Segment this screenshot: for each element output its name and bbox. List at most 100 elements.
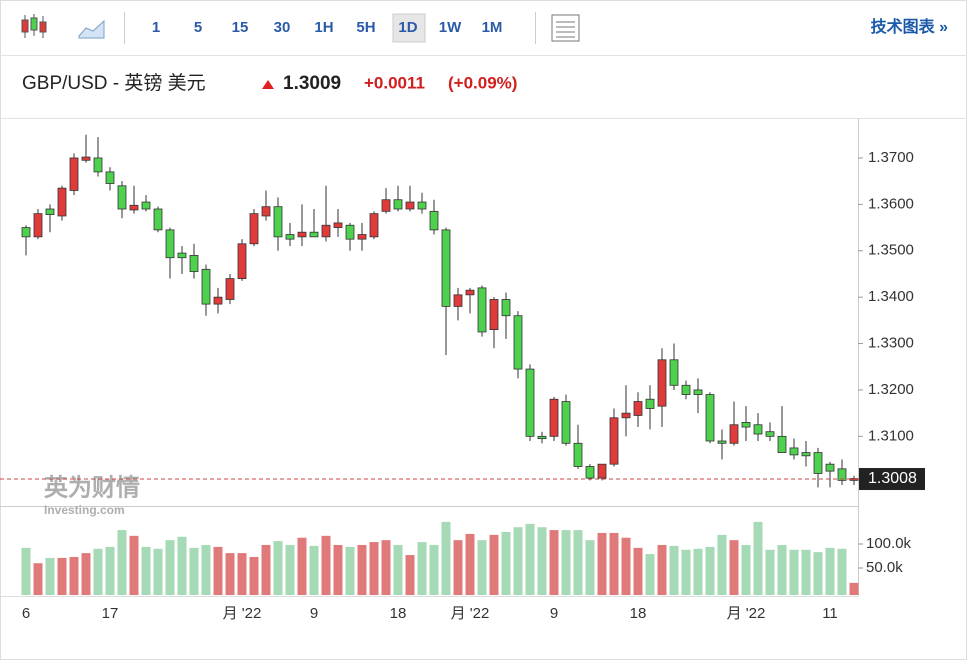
candle-body [57, 187, 67, 217]
interval-button[interactable]: 1D [398, 19, 417, 36]
volume-bar [705, 546, 715, 595]
x-tick-label: 月 '22 [727, 605, 766, 622]
candle-body [489, 299, 499, 331]
interval-button[interactable]: 1M [482, 19, 503, 36]
candle-body [441, 229, 451, 307]
table-icon[interactable] [551, 14, 580, 42]
candle-body [285, 234, 295, 240]
candle-body [621, 412, 631, 419]
x-tick-label: 9 [310, 605, 318, 622]
y-tick-label: 1.3600 [868, 195, 914, 212]
candle-body [309, 231, 319, 238]
candle-body [189, 254, 199, 273]
volume-bar [717, 534, 727, 595]
volume-bar [537, 527, 547, 595]
volume-bar [585, 540, 595, 595]
volume-bar [321, 535, 331, 595]
candle-body [141, 201, 151, 210]
volume-tick-label: 50.0k [866, 559, 903, 576]
volume-bar [525, 523, 535, 595]
volume-bar [165, 540, 175, 595]
candle-body [681, 384, 691, 395]
candle-body [777, 435, 787, 453]
candle-body [261, 206, 271, 217]
candle-body [513, 315, 523, 370]
candle-body [237, 243, 247, 279]
candle-body [153, 208, 163, 231]
candle-body [597, 463, 607, 479]
volume-bar [417, 542, 427, 595]
x-tick-label: 11 [822, 605, 838, 622]
volume-tick-label: 100.0k [866, 535, 912, 552]
volume-bar [285, 544, 295, 595]
interval-button[interactable]: 30 [274, 19, 291, 36]
volume-bar [189, 547, 199, 595]
candle-body [561, 401, 571, 444]
last-price-label: 1.3008 [868, 470, 917, 487]
y-tick-label: 1.3200 [868, 381, 914, 398]
selected-bg [392, 13, 426, 43]
y-tick-label: 1.3500 [868, 242, 914, 259]
candle-body [45, 208, 55, 215]
volume-bar [453, 540, 463, 595]
interval-button[interactable]: 1 [152, 19, 160, 36]
volume-bar [429, 544, 439, 595]
candle-body [213, 296, 223, 305]
change: +0.0011 [364, 73, 425, 92]
candle-body [465, 289, 475, 296]
volume-bar [669, 545, 679, 595]
volume-bar [765, 549, 775, 595]
volume-bar [645, 554, 655, 595]
volume-bar [381, 540, 391, 595]
volume-bar [693, 548, 703, 595]
volume-bar [801, 549, 811, 595]
candle-body [729, 424, 739, 444]
area-icon[interactable] [78, 19, 105, 39]
candle-body [525, 368, 535, 437]
volume-bar [177, 536, 187, 595]
interval-button[interactable]: 1H [314, 19, 333, 36]
candle-body [81, 156, 91, 161]
x-tick-label: 18 [630, 605, 647, 622]
volume-bar [33, 563, 43, 595]
volume-bar [513, 527, 523, 595]
volume-bar [117, 530, 127, 595]
candle-body [93, 157, 103, 173]
interval-button[interactable]: 5 [194, 19, 202, 36]
y-tick-label: 1.3400 [868, 288, 914, 305]
volume-bar [249, 556, 259, 595]
logo-site: Investing.com [44, 503, 125, 517]
candle-body [609, 417, 619, 465]
change-pct: (+0.09%) [448, 73, 517, 92]
volume-bar [621, 537, 631, 595]
volume-bar [69, 556, 79, 595]
volume-bar [345, 546, 355, 595]
volume-bar [225, 553, 235, 595]
candle-body [225, 278, 235, 300]
candle-body [129, 204, 139, 211]
candle-body [837, 468, 847, 481]
volume-bar [297, 537, 307, 595]
tech-chart-link[interactable]: 技术图表 » [871, 17, 948, 36]
candle-body [105, 171, 115, 184]
interval-button[interactable]: 5H [356, 19, 375, 36]
candle-body [825, 463, 835, 472]
volume-bar [729, 540, 739, 595]
candle-body [201, 268, 211, 305]
x-tick-label: 18 [390, 605, 407, 622]
candle-icon[interactable] [21, 14, 47, 38]
volume-bar [813, 552, 823, 595]
candle-body [453, 294, 463, 307]
volume-bar [441, 521, 451, 595]
volume-bar [633, 547, 643, 595]
volume-bar [477, 540, 487, 595]
volume-bar [609, 532, 619, 595]
volume-bar [561, 530, 571, 595]
interval-button[interactable]: 1W [439, 19, 462, 36]
interval-button[interactable]: 15 [232, 19, 249, 36]
candle-body [753, 424, 763, 435]
volume-bar [201, 544, 211, 595]
volume-bar [741, 544, 751, 595]
up-arrow [262, 80, 274, 89]
